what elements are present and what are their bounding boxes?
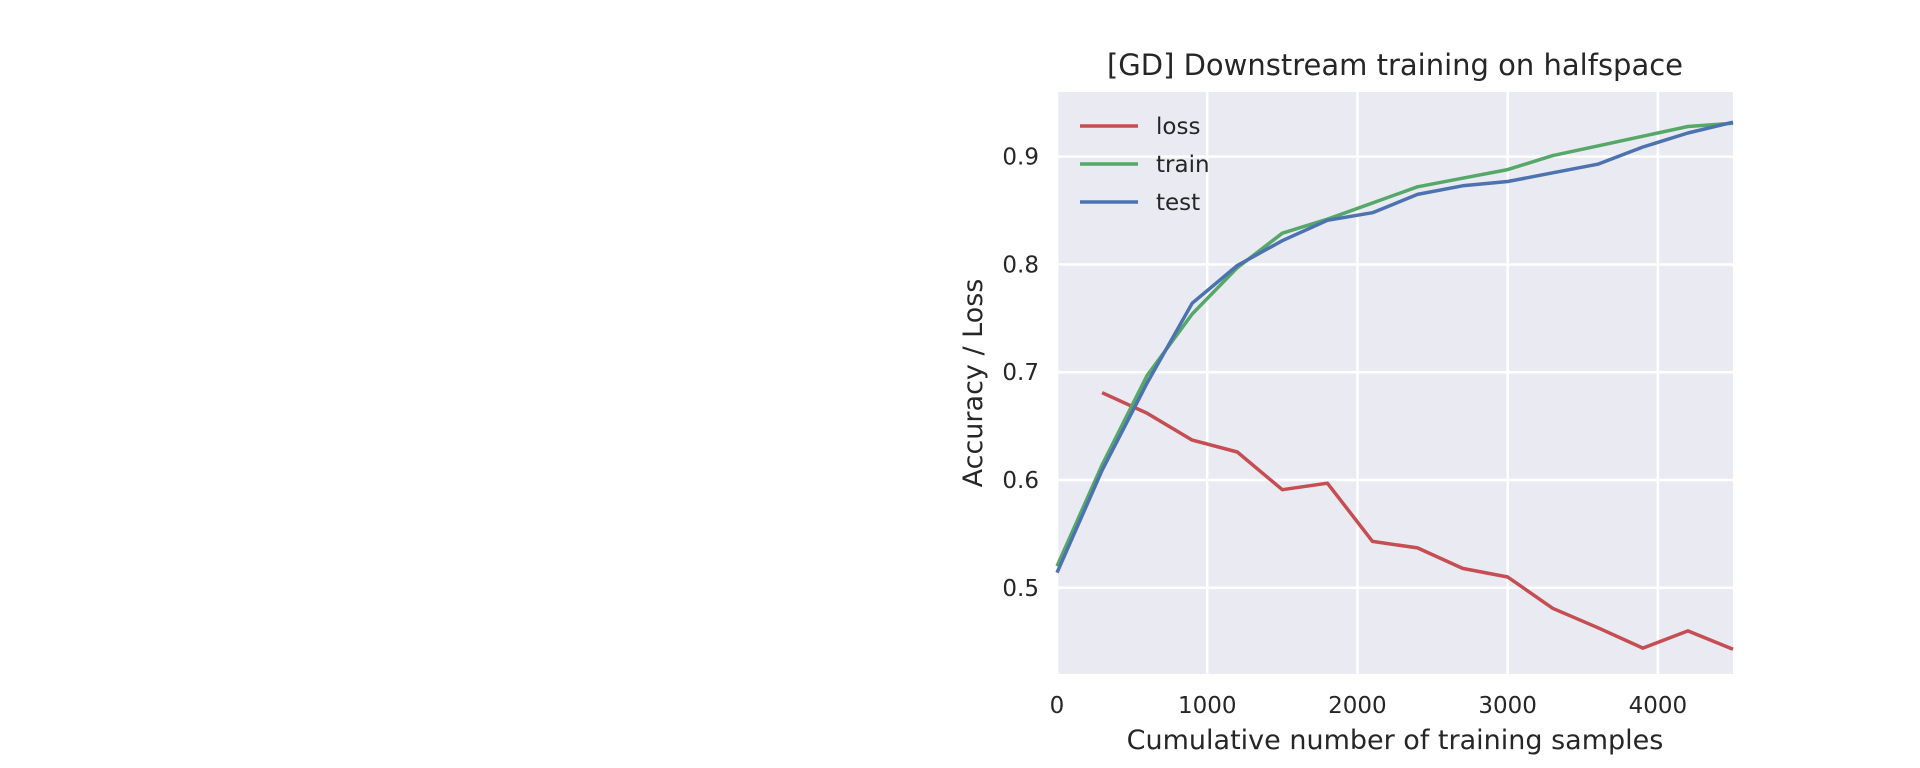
series-lines (1055, 120, 1734, 651)
legend-label-loss: loss (1156, 114, 1200, 140)
x-tick-label: 0 (1050, 693, 1065, 719)
plot-area (1057, 92, 1733, 674)
series-line-test (1055, 120, 1734, 574)
y-tick-labels: 0.5 0.6 0.7 0.8 0.9 (1002, 145, 1039, 602)
series-line-loss (1101, 391, 1734, 651)
x-tick-label: 1000 (1178, 693, 1237, 719)
x-tick-label: 3000 (1478, 693, 1537, 719)
legend-label-test: test (1156, 190, 1200, 216)
x-tick-label: 4000 (1629, 693, 1688, 719)
x-tick-label: 2000 (1328, 693, 1387, 719)
legend-label-train: train (1156, 152, 1210, 178)
y-tick-label: 0.6 (1002, 468, 1039, 494)
legend: loss train test (1080, 114, 1210, 216)
y-tick-label: 0.5 (1002, 576, 1039, 602)
y-axis-label: Accuracy / Loss (958, 279, 989, 488)
x-tick-labels: 0 1000 2000 3000 4000 (1050, 693, 1687, 719)
y-tick-label: 0.7 (1002, 360, 1039, 386)
chart-title: [GD] Downstream training on halfspace (1107, 48, 1683, 82)
y-tick-label: 0.8 (1002, 252, 1039, 278)
x-axis-label: Cumulative number of training samples (1127, 725, 1664, 756)
y-tick-label: 0.9 (1002, 145, 1039, 171)
